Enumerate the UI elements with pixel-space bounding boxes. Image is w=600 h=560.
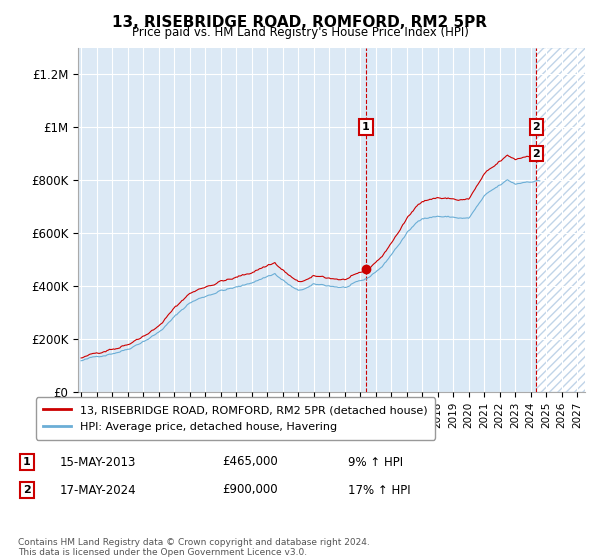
Bar	[536, 48, 600, 392]
Text: 17-MAY-2024: 17-MAY-2024	[60, 483, 137, 497]
Legend: 13, RISEBRIDGE ROAD, ROMFORD, RM2 5PR (detached house), HPI: Average price, deta: 13, RISEBRIDGE ROAD, ROMFORD, RM2 5PR (d…	[35, 398, 436, 440]
Text: 1: 1	[362, 122, 370, 132]
Text: 13, RISEBRIDGE ROAD, ROMFORD, RM2 5PR: 13, RISEBRIDGE ROAD, ROMFORD, RM2 5PR	[113, 15, 487, 30]
Text: 15-MAY-2013: 15-MAY-2013	[60, 455, 136, 469]
Text: £900,000: £900,000	[222, 483, 278, 497]
Text: 17% ↑ HPI: 17% ↑ HPI	[348, 483, 410, 497]
Bar	[536, 48, 600, 392]
Text: 2: 2	[533, 148, 541, 158]
Text: 1: 1	[23, 457, 31, 467]
Bar	[366, 48, 536, 392]
Text: 9% ↑ HPI: 9% ↑ HPI	[348, 455, 403, 469]
Text: 2: 2	[23, 485, 31, 495]
Text: 2: 2	[533, 122, 541, 132]
Text: £465,000: £465,000	[222, 455, 278, 469]
Text: Price paid vs. HM Land Registry's House Price Index (HPI): Price paid vs. HM Land Registry's House …	[131, 26, 469, 39]
Text: Contains HM Land Registry data © Crown copyright and database right 2024.
This d: Contains HM Land Registry data © Crown c…	[18, 538, 370, 557]
